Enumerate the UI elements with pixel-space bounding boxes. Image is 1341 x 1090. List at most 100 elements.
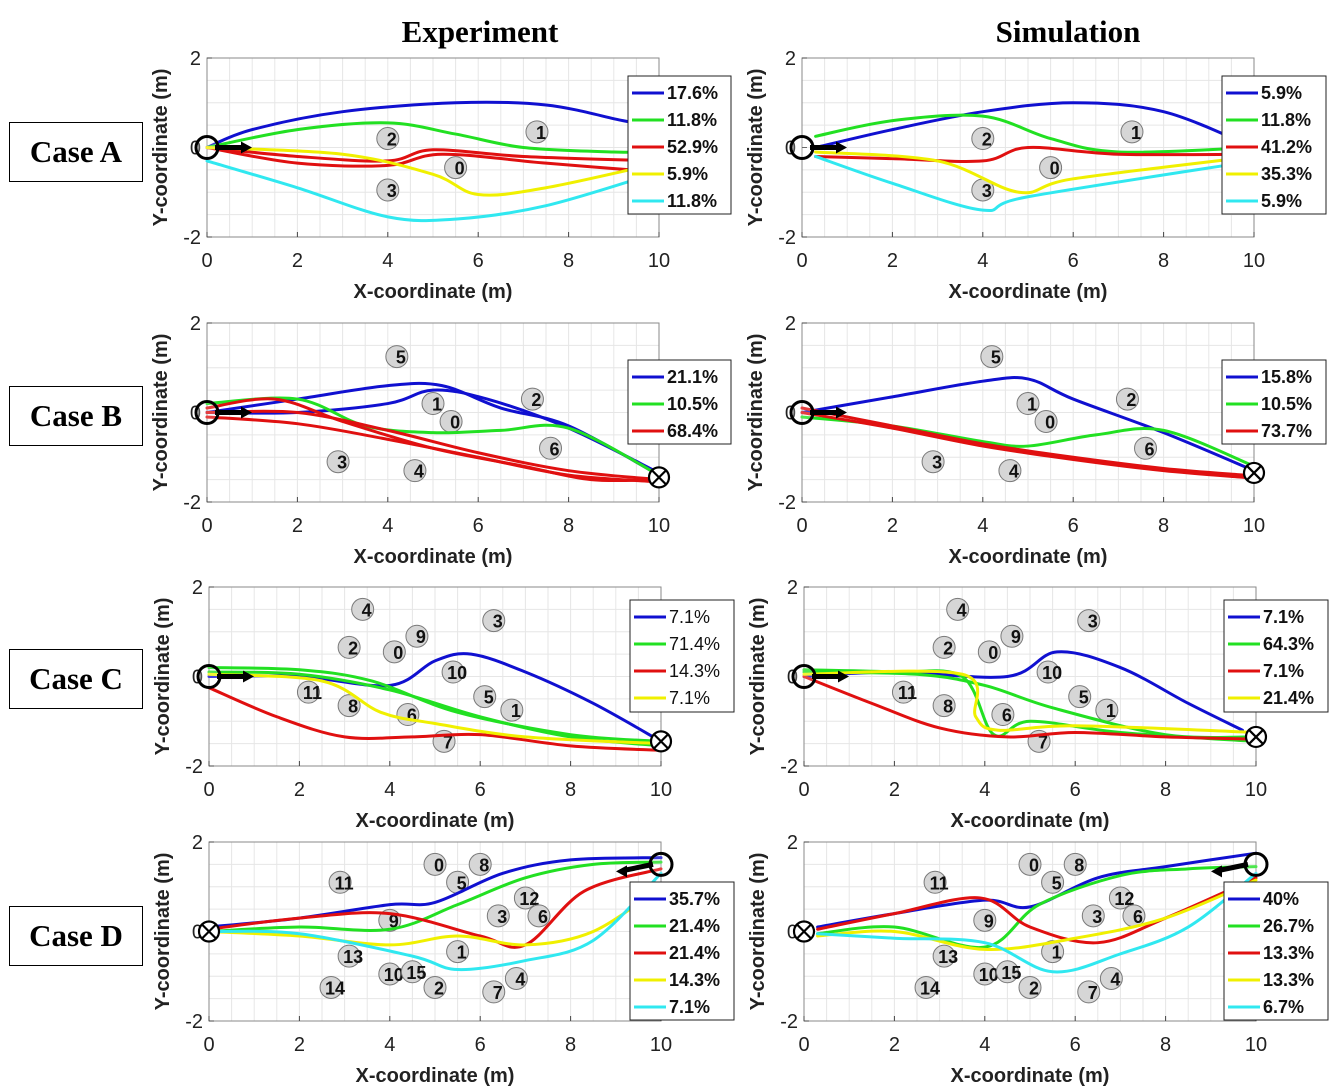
obstacle-marker bbox=[1120, 120, 1144, 144]
obstacle-label: 4 bbox=[362, 600, 372, 620]
obstacle-marker bbox=[1077, 980, 1101, 1004]
legend-entry: 7.1% bbox=[669, 607, 710, 627]
y-tick-label: -2 bbox=[778, 492, 796, 514]
x-tick-label: 4 bbox=[382, 515, 393, 537]
obstacle-marker bbox=[971, 127, 995, 151]
obstacle-label: 4 bbox=[414, 462, 424, 482]
obstacle-label: 2 bbox=[982, 130, 992, 150]
obstacle-label: 7 bbox=[1088, 983, 1098, 1003]
obstacle-marker bbox=[378, 962, 402, 986]
y-tick-label: -2 bbox=[185, 756, 203, 778]
obstacle-label: 13 bbox=[938, 947, 958, 967]
start-marker bbox=[791, 664, 817, 689]
obstacle-marker bbox=[991, 703, 1015, 727]
obstacle-label: 6 bbox=[538, 907, 548, 927]
goal-cross bbox=[651, 469, 667, 486]
y-tick-label: -2 bbox=[185, 1011, 203, 1033]
obstacle-marker bbox=[914, 975, 938, 999]
goal-cross bbox=[653, 733, 669, 750]
obstacle-marker bbox=[973, 908, 997, 932]
x-tick-label: 6 bbox=[473, 250, 484, 272]
x-tick-label: 6 bbox=[473, 515, 484, 537]
trajectory-yellow bbox=[814, 150, 1256, 195]
x-tick-label: 2 bbox=[292, 250, 303, 272]
obstacle-marker bbox=[423, 852, 447, 876]
obstacle-marker bbox=[328, 870, 352, 894]
obstacle-label: 0 bbox=[1050, 159, 1060, 179]
obstacle-marker bbox=[1077, 609, 1101, 633]
obstacle-label: 4 bbox=[957, 600, 967, 620]
trajectory-green bbox=[816, 865, 1258, 950]
obstacle-label: 5 bbox=[991, 348, 1001, 368]
heading-arrow-head bbox=[838, 670, 849, 683]
obstacle-marker bbox=[1099, 966, 1123, 990]
trajectory-green bbox=[814, 113, 1256, 154]
x-tick-label: 4 bbox=[382, 250, 393, 272]
obstacle-label: 0 bbox=[393, 643, 403, 663]
obstacle-label: 2 bbox=[943, 638, 953, 658]
obstacle-marker bbox=[1081, 904, 1105, 928]
legend: 21.1% 10.5% 68.4% bbox=[627, 359, 732, 445]
obstacle-marker bbox=[923, 870, 947, 894]
trajectory-green bbox=[207, 666, 663, 743]
heading-arrow-head bbox=[836, 406, 847, 419]
x-tick-label: 6 bbox=[1068, 515, 1079, 537]
y-tick-label: -2 bbox=[778, 227, 796, 249]
obstacle-label: 10 bbox=[979, 965, 999, 985]
obstacle-label: 0 bbox=[450, 412, 460, 432]
legend-entry: 11.8% bbox=[1261, 110, 1311, 130]
trajectory-blue bbox=[814, 101, 1256, 149]
x-tick-label: 10 bbox=[1243, 250, 1265, 272]
x-tick-label: 6 bbox=[475, 779, 486, 801]
obstacle-marker bbox=[473, 685, 497, 709]
obstacle-label: 8 bbox=[943, 697, 953, 717]
obstacle-marker bbox=[1134, 436, 1158, 460]
obstacle-marker bbox=[921, 450, 945, 474]
trajectory-cyan bbox=[816, 871, 1258, 974]
y-tick-label: -2 bbox=[780, 756, 798, 778]
obstacle-label: 5 bbox=[396, 348, 406, 368]
obstacle-marker bbox=[403, 459, 427, 483]
obstacle-marker bbox=[468, 852, 492, 876]
obstacle-marker bbox=[405, 624, 429, 648]
obstacle-label: 5 bbox=[484, 688, 494, 708]
obstacle-label: 2 bbox=[387, 130, 397, 150]
obstacle-label: 11 bbox=[898, 683, 917, 703]
trajectory-red bbox=[207, 686, 663, 752]
obstacle-label: 1 bbox=[536, 123, 546, 143]
obstacle-label: 1 bbox=[511, 701, 521, 721]
obstacle-label: 12 bbox=[1114, 889, 1134, 909]
obstacle-label: 7 bbox=[443, 732, 453, 752]
y-tick-label: -2 bbox=[183, 227, 201, 249]
obstacle-marker bbox=[326, 450, 350, 474]
trajectory-red bbox=[205, 415, 661, 484]
goal-cross bbox=[201, 923, 217, 940]
obstacle-label: 1 bbox=[1131, 123, 1141, 143]
x-axis-label: X-coordinate (m) bbox=[951, 810, 1110, 832]
legend-entry: 6.7% bbox=[1263, 997, 1304, 1017]
legend-entry: 10.5% bbox=[667, 394, 718, 414]
heading-arrow-head bbox=[241, 141, 252, 154]
legend-entry: 14.3% bbox=[669, 970, 720, 990]
obstacle-marker bbox=[1041, 940, 1065, 964]
x-tick-label: 2 bbox=[294, 779, 305, 801]
obstacle-marker bbox=[504, 966, 528, 990]
legend-entry: 26.7% bbox=[1263, 916, 1314, 936]
x-tick-label: 4 bbox=[977, 515, 988, 537]
y-tick-label: 2 bbox=[190, 313, 201, 335]
obstacle-marker bbox=[382, 640, 406, 664]
obstacle-label: 11 bbox=[930, 873, 949, 893]
legend-box bbox=[627, 75, 732, 215]
x-tick-label: 4 bbox=[979, 1034, 990, 1056]
obstacle-marker bbox=[500, 698, 524, 722]
x-tick-label: 8 bbox=[1160, 779, 1171, 801]
obstacle-label: 3 bbox=[982, 181, 992, 201]
obstacle-label: 3 bbox=[493, 612, 503, 632]
obstacle-label: 1 bbox=[1106, 701, 1116, 721]
legend-entry: 21.4% bbox=[669, 916, 720, 936]
x-tick-label: 10 bbox=[1245, 1034, 1267, 1056]
x-tick-label: 8 bbox=[1160, 1034, 1171, 1056]
obstacle-label: 11 bbox=[303, 683, 322, 703]
